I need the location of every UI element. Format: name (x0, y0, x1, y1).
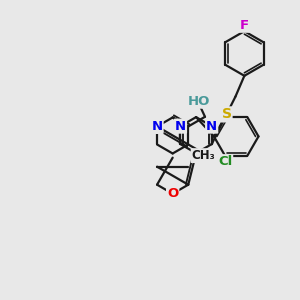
Text: HO: HO (187, 95, 210, 108)
Text: N: N (206, 120, 217, 133)
Text: O: O (167, 187, 178, 200)
Text: S: S (221, 107, 232, 122)
Text: N: N (152, 120, 163, 133)
Text: CH₃: CH₃ (192, 149, 215, 162)
Text: Cl: Cl (218, 155, 232, 168)
Text: F: F (240, 19, 249, 32)
Text: N: N (175, 120, 186, 133)
